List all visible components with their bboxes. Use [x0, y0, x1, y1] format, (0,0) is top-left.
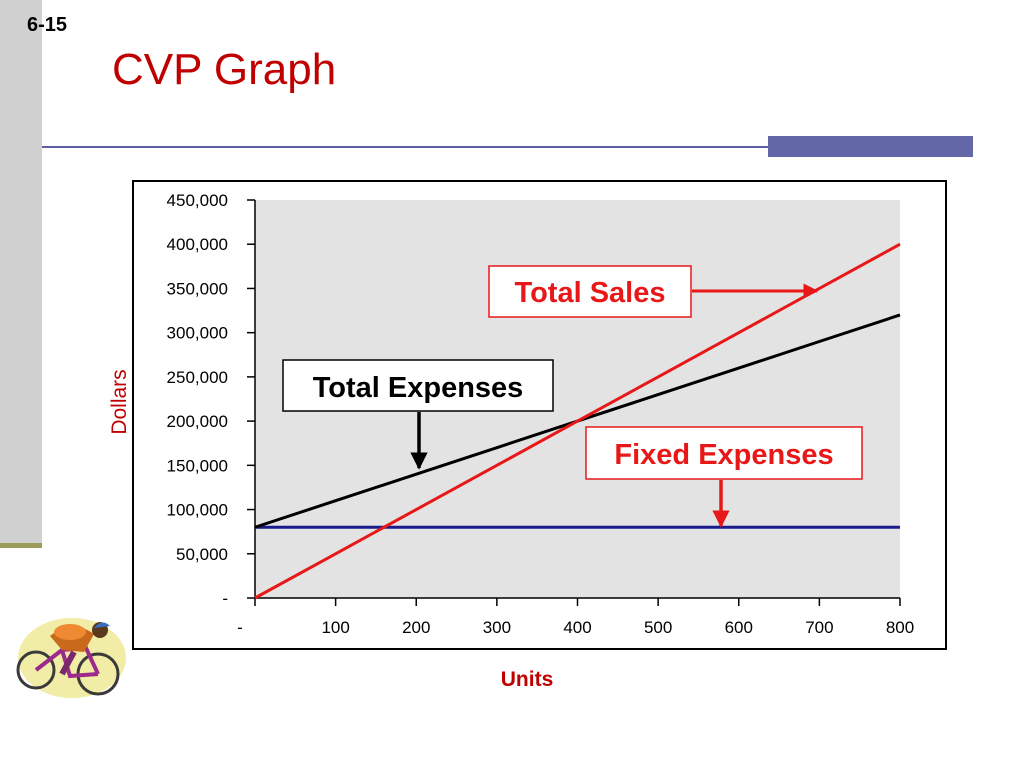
y-axis-title: Dollars — [108, 369, 131, 434]
header-rule-thick — [768, 136, 973, 157]
x-tick-label: 500 — [644, 618, 672, 637]
x-tick-label: 100 — [321, 618, 349, 637]
x-tick-label: 400 — [563, 618, 591, 637]
series-line-total-sales — [254, 242, 901, 600]
header-rule-thin — [42, 146, 768, 148]
x-tick-label: 700 — [805, 618, 833, 637]
x-tick-label: 800 — [886, 618, 914, 637]
x-tick-label: - — [237, 618, 243, 637]
total-expenses-callout-label: Total Expenses — [313, 372, 524, 404]
x-tick-label: 200 — [402, 618, 430, 637]
cyclist-icon — [16, 618, 126, 698]
x-tick-label: 600 — [725, 618, 753, 637]
y-tick-label: - — [222, 589, 228, 608]
total-sales-callout-box — [488, 265, 692, 318]
slide-number: 6-15 — [27, 14, 68, 36]
y-tick-label: 200,000 — [167, 412, 228, 431]
y-tick-label: 300,000 — [167, 324, 228, 343]
slide-title: CVP Graph — [112, 45, 337, 94]
x-tick-label: 300 — [483, 618, 511, 637]
sidebar-accent-line — [0, 543, 42, 548]
x-axis-title: Units — [501, 668, 554, 691]
fixed-expenses-callout-box — [585, 426, 863, 480]
total-sales-callout-label: Total Sales — [515, 277, 666, 309]
y-tick-label: 100,000 — [167, 501, 228, 520]
left-sidebar-bar — [0, 0, 42, 548]
y-tick-label: 400,000 — [167, 235, 228, 254]
y-tick-label: 250,000 — [167, 368, 228, 387]
fixed-expenses-callout-label: Fixed Expenses — [614, 439, 833, 471]
y-tick-label: 350,000 — [167, 279, 228, 298]
y-tick-label: 50,000 — [176, 545, 228, 564]
total-expenses-callout-box — [282, 359, 554, 412]
y-tick-label: 150,000 — [167, 456, 228, 475]
y-tick-label: 450,000 — [167, 191, 228, 210]
